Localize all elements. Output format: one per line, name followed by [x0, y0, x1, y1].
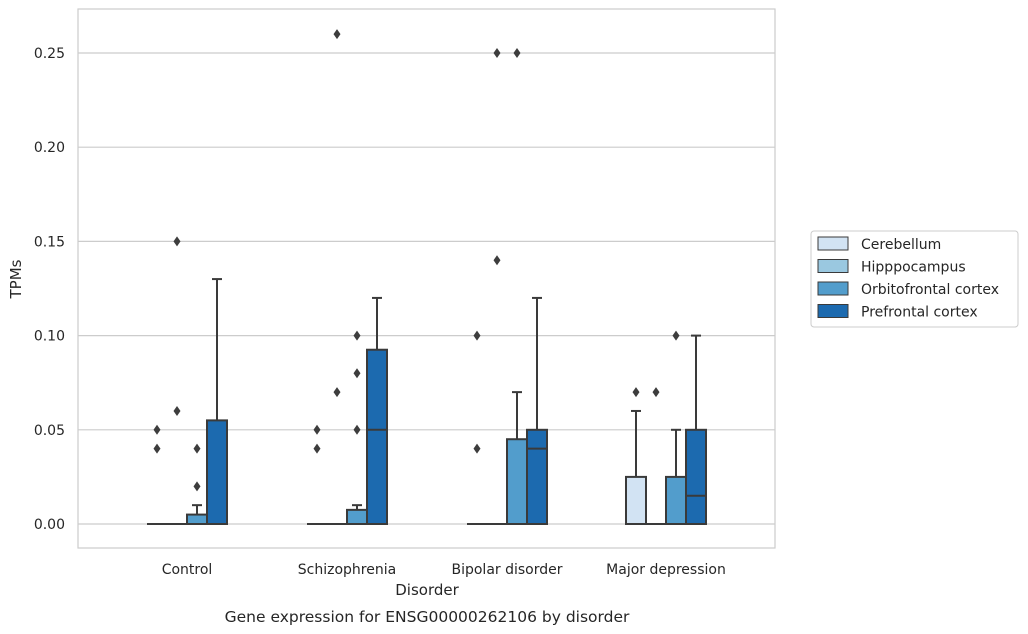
y-tick-label: 0.10 — [34, 329, 65, 345]
outlier-point — [353, 330, 361, 341]
box-orbitofrontal-cortex — [506, 48, 528, 525]
legend-frame — [810, 230, 1019, 328]
outlier-point — [193, 481, 201, 492]
legend-label: Hipppocampus — [861, 260, 966, 276]
box-iqr — [366, 348, 388, 526]
chart-caption: Gene expression for ENSG00000262106 by d… — [225, 608, 630, 626]
box-iqr — [506, 438, 528, 525]
box-iqr — [685, 428, 707, 525]
box-prefrontal-cortex — [206, 278, 228, 526]
outlier-point — [333, 387, 341, 398]
gridlines — [78, 52, 775, 525]
legend-label: Prefrontal cortex — [861, 305, 978, 321]
box-cerebellum — [147, 424, 167, 525]
y-axis-label: TPMs — [7, 259, 25, 299]
x-tick-label: Bipolar disorder — [451, 562, 562, 578]
plot-frame — [77, 8, 776, 549]
legend-swatch — [817, 236, 849, 251]
outlier-point — [473, 443, 481, 454]
box-hipppocampus — [167, 236, 187, 525]
box-iqr — [186, 513, 208, 526]
y-axis-ticks: 0.00 0.05 0.10 0.15 0.20 0.25 — [34, 46, 65, 533]
box-cerebellum — [307, 424, 327, 525]
outlier-point — [513, 48, 521, 58]
y-tick-label: 0.15 — [34, 234, 65, 250]
outlier-point — [153, 424, 161, 435]
box-orbitofrontal-cortex — [346, 330, 368, 525]
outlier-point — [173, 236, 181, 247]
box-cerebellum — [467, 330, 487, 525]
box-prefrontal-cortex — [685, 334, 707, 525]
y-tick-label: 0.00 — [34, 517, 65, 533]
outlier-point — [153, 443, 161, 454]
x-axis-label: Disorder — [395, 581, 459, 599]
legend-swatch — [817, 304, 849, 318]
legend: Cerebellum Hipppocampus Orbitofrontal cort… — [810, 230, 1019, 328]
outlier-point — [473, 330, 481, 341]
box-prefrontal-cortex — [366, 296, 388, 526]
outlier-point — [632, 387, 640, 398]
legend-swatch — [817, 281, 849, 296]
legend-swatch — [817, 259, 849, 273]
box-iqr — [625, 475, 647, 525]
x-tick-label: Control — [162, 562, 213, 578]
outlier-point — [493, 255, 501, 266]
box-cerebellum — [625, 387, 647, 525]
x-tick-label: Schizophrenia — [298, 562, 396, 578]
y-tick-label: 0.05 — [34, 423, 65, 439]
legend-label: Cerebellum — [861, 237, 941, 253]
box-prefrontal-cortex — [526, 296, 548, 525]
box-hipppocampus — [327, 29, 347, 525]
x-tick-label: Major depression — [606, 562, 726, 578]
y-tick-label: 0.20 — [34, 140, 65, 156]
y-tick-label: 0.25 — [34, 46, 65, 62]
outlier-point — [313, 424, 321, 435]
box-iqr — [665, 475, 687, 525]
outlier-point — [313, 443, 321, 454]
box-iqr — [346, 508, 368, 525]
outlier-point — [493, 48, 501, 58]
legend-label: Orbitofrontal cortex — [861, 282, 999, 298]
outlier-point — [193, 443, 201, 454]
outlier-point — [173, 405, 181, 416]
box-iqr — [526, 428, 548, 525]
outlier-point — [333, 29, 341, 40]
box-orbitofrontal-cortex — [665, 330, 687, 525]
x-axis-ticks: Control Schizophrenia Bipolar disorder Majo… — [162, 562, 726, 578]
outlier-point — [353, 424, 361, 435]
box-hipppocampus — [487, 48, 507, 525]
outlier-point — [652, 387, 660, 398]
outlier-point — [672, 330, 680, 341]
box-marks — [147, 29, 707, 526]
outlier-point — [353, 368, 361, 379]
box-iqr — [206, 419, 228, 526]
box-hipppocampus — [646, 387, 666, 525]
box-orbitofrontal-cortex — [186, 443, 208, 526]
